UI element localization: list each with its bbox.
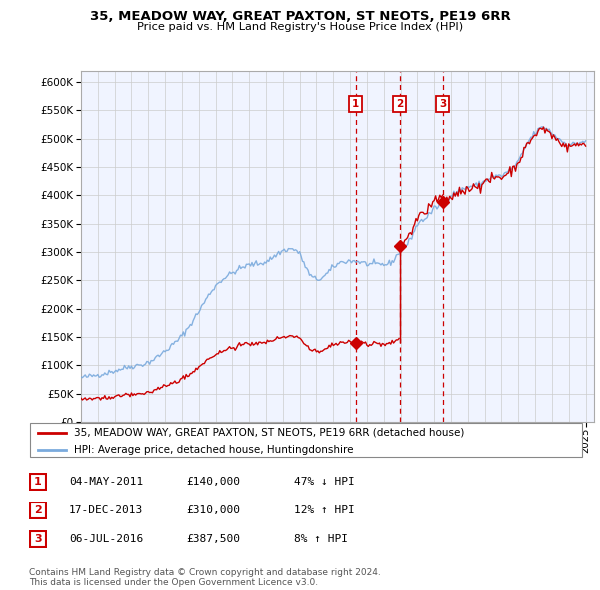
Text: 1: 1 [352, 99, 359, 109]
Text: 8% ↑ HPI: 8% ↑ HPI [294, 534, 348, 543]
Text: 2: 2 [34, 506, 41, 515]
FancyBboxPatch shape [30, 502, 46, 518]
Text: 3: 3 [439, 99, 446, 109]
Text: 3: 3 [34, 534, 41, 543]
Text: 35, MEADOW WAY, GREAT PAXTON, ST NEOTS, PE19 6RR: 35, MEADOW WAY, GREAT PAXTON, ST NEOTS, … [89, 10, 511, 23]
FancyBboxPatch shape [30, 474, 46, 490]
Text: 17-DEC-2013: 17-DEC-2013 [69, 506, 143, 515]
Text: £310,000: £310,000 [186, 506, 240, 515]
Text: 06-JUL-2016: 06-JUL-2016 [69, 534, 143, 543]
Text: 1: 1 [34, 477, 41, 487]
Text: 12% ↑ HPI: 12% ↑ HPI [294, 506, 355, 515]
Text: Price paid vs. HM Land Registry's House Price Index (HPI): Price paid vs. HM Land Registry's House … [137, 22, 463, 32]
Text: £140,000: £140,000 [186, 477, 240, 487]
Text: £387,500: £387,500 [186, 534, 240, 543]
Text: 47% ↓ HPI: 47% ↓ HPI [294, 477, 355, 487]
Text: 2: 2 [396, 99, 404, 109]
FancyBboxPatch shape [30, 423, 582, 457]
FancyBboxPatch shape [30, 531, 46, 546]
Text: Contains HM Land Registry data © Crown copyright and database right 2024.
This d: Contains HM Land Registry data © Crown c… [29, 568, 380, 587]
Text: HPI: Average price, detached house, Huntingdonshire: HPI: Average price, detached house, Hunt… [74, 445, 353, 455]
Text: 04-MAY-2011: 04-MAY-2011 [69, 477, 143, 487]
Text: 35, MEADOW WAY, GREAT PAXTON, ST NEOTS, PE19 6RR (detached house): 35, MEADOW WAY, GREAT PAXTON, ST NEOTS, … [74, 428, 464, 438]
